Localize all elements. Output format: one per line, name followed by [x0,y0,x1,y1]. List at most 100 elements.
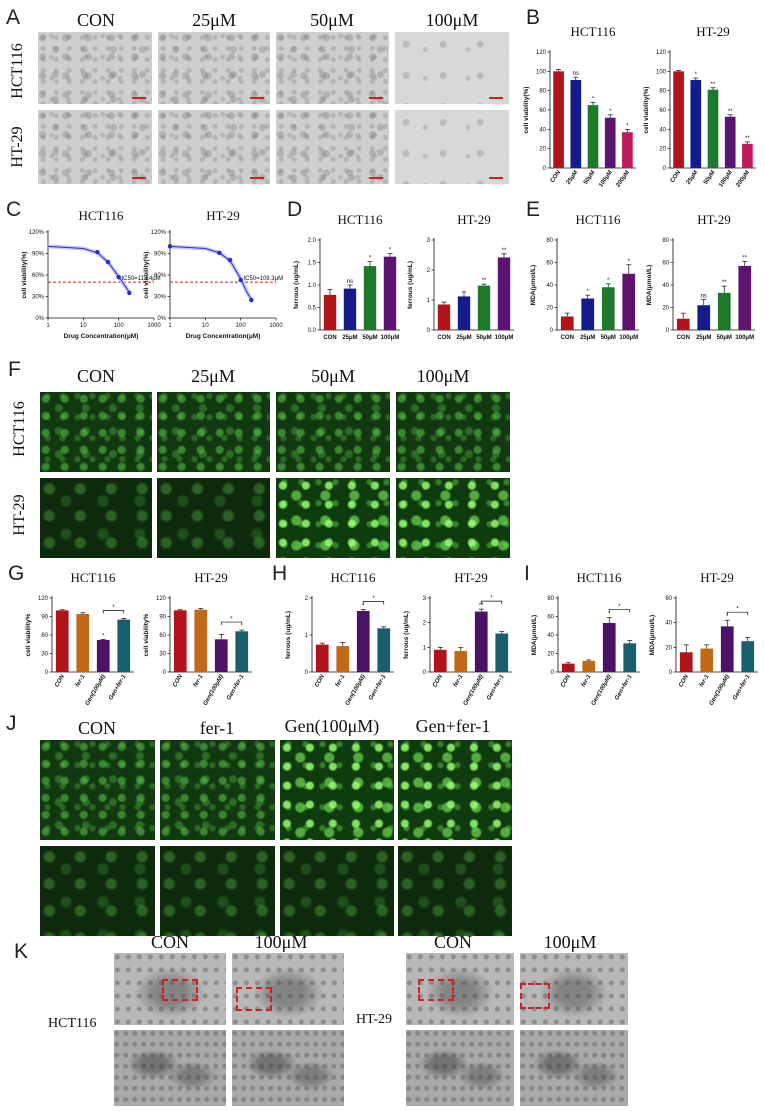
chart-title: HT-29 [696,24,729,39]
panel-label-a: A [6,6,21,29]
y-tick-label: 0 [305,670,309,676]
y-tick-label: 120% [29,230,45,236]
x-tick-label: 50μM [362,335,377,341]
bar [720,626,734,672]
y-tick-label: 90% [154,252,167,258]
a-col-25: 25μM [192,10,236,30]
x-tick-label: CON [670,170,683,184]
y-axis-label: ferrous (ug/mL) [407,261,414,309]
a-col-con: CON [76,10,115,30]
k-em-ht29-100 [520,953,628,1025]
y-tick-label: 40 [547,633,554,639]
y-tick-label: 60 [159,633,166,639]
x-tick-label: 50μM [601,335,616,341]
x-tick-label: Gen(100μM) [85,674,107,707]
y-tick-label: 60 [662,261,669,267]
y-tick-label: 40 [659,127,666,133]
y-tick-label: 2 [423,621,427,627]
bar [437,304,451,330]
x-tick-label: 25μM [566,170,580,186]
k-left-col-con: CON [150,932,189,952]
chart-title: HCT116 [78,208,124,223]
x-tick-label: CON [172,673,184,688]
chart-title: HT-29 [697,212,730,227]
x-tick-label: 100μM [619,335,638,341]
x-tick-label: Gen+fer-1 [486,673,506,701]
chart-title: HCT116 [330,570,376,585]
chart-title: HT-29 [700,570,733,585]
y-tick-label: 120 [536,50,547,56]
x-tick-label: Gen+fer-1 [108,673,128,701]
significance-bracket [220,621,243,626]
significance-label: * [626,123,629,129]
f-col-con: CON [76,366,115,386]
bar [457,296,471,330]
bracket-label: * [490,596,493,602]
significance-label: * [592,96,595,102]
x-axis-label: Drug Concentration(μM) [186,333,261,340]
data-point [227,257,233,263]
y-tick-label: 3 [427,238,431,244]
y-tick-label: 80 [546,238,553,244]
y-tick-label: 120% [151,230,167,236]
x-tick-label: 100μM [735,335,754,341]
panel-label-g: G [8,562,25,585]
significance-label: ** [745,136,750,142]
data-point [127,290,132,296]
bracket-label: * [112,605,115,611]
j-fluor-r1-genfer [398,740,512,840]
x-tick-label: CON [54,673,66,688]
a-micrograph-ht29-con [38,110,152,184]
bar [679,652,693,672]
bar [377,628,391,672]
bar [676,318,690,330]
bar [495,633,509,672]
f-fluor-ht29-con [40,478,152,558]
x-tick-label: fer-1 [193,673,205,688]
k-em-hct116-con [114,953,226,1025]
y-tick-label: 0 [550,328,554,334]
significance-label: * [726,614,729,620]
x-tick-label: Gen+fer-1 [226,673,246,701]
y-tick-label: 90% [32,252,45,258]
f-fluor-hct116-25 [157,392,270,472]
x-tick-label: 100 [236,323,247,329]
y-axis-label: cell viability% [25,613,32,656]
a-micrograph-hct116-con [38,32,152,104]
y-tick-label: 2.0 [308,238,317,244]
significance-bracket [362,601,385,605]
y-tick-label: 90 [41,615,48,621]
a-micrograph-hct116-25 [158,32,270,104]
chart-e-ht29: HT-29 0 20 40 60 80 MDA(μmol/L) CON ns 25μM ** 50μM… [646,212,755,341]
k-row-ht29: HT-29 [356,1012,393,1027]
significance-label: * [369,256,372,262]
y-tick-label: 20 [546,306,553,312]
significance-label: * [695,72,698,78]
a-micrograph-hct116-100 [395,32,509,104]
x-tick-label: 1 [46,323,50,329]
y-axis-label: cell viability% [143,613,150,656]
data-point [167,244,173,249]
panel-label-e: E [526,198,541,221]
y-tick-label: 40 [662,283,669,289]
bar [697,305,711,330]
x-tick-label: fer-1 [581,673,593,688]
x-tick-label: Gen+fer-1 [368,673,388,701]
j-fluor-r1-gen [280,740,394,840]
y-tick-label: 0.5 [308,306,317,312]
y-tick-label: 1 [423,645,427,651]
y-tick-label: 0 [666,328,670,334]
y-tick-label: 20 [659,147,666,153]
bar [587,105,599,168]
chart-title: HCT116 [70,570,116,585]
a-micrograph-ht29-25 [158,110,270,184]
y-tick-label: 0 [423,670,427,676]
x-tick-label: Gen+fer-1 [732,673,752,701]
significance-label: * [628,259,631,265]
x-tick-label: fer-1 [699,673,711,688]
panel-label-h: H [272,562,288,585]
bar [738,265,752,330]
chart-title: HT-29 [454,570,487,585]
f-col-100: 100μM [416,366,470,386]
x-tick-label: 100μM [495,335,514,341]
